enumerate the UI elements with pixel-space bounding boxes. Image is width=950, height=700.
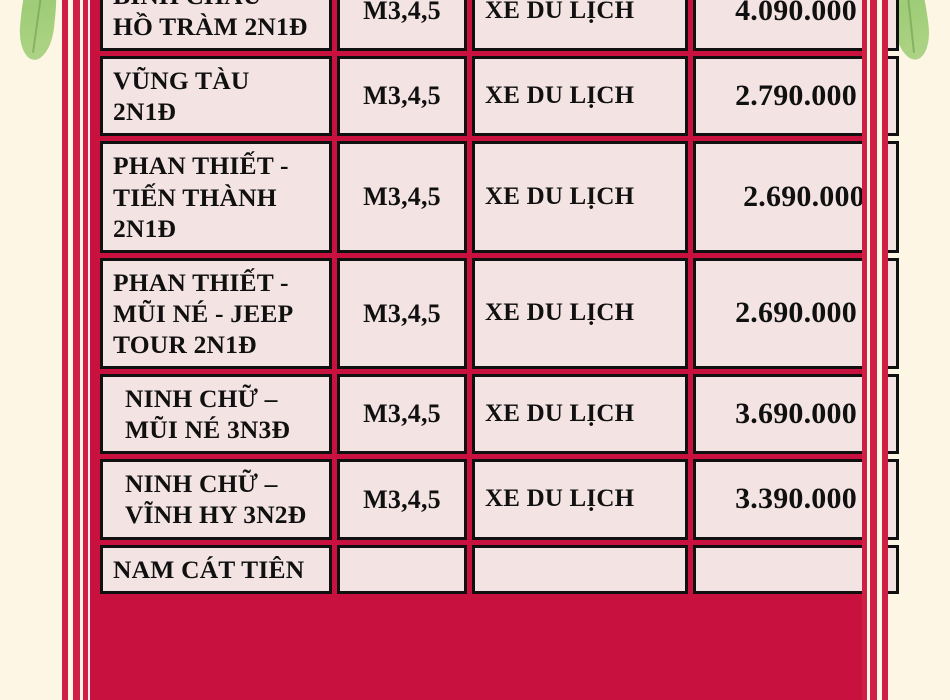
frame-stripe-right-4: [867, 0, 870, 700]
route-line: NAM CÁT TIÊN: [113, 554, 305, 584]
frame-stripe-left-4: [80, 0, 83, 700]
frame-stripe-right-2: [877, 0, 882, 700]
cell-vehicle: XE DU LỊCH: [472, 141, 688, 253]
route-line: VĨNH HY 3N2Đ: [125, 500, 307, 530]
cell-code: M3,4,5: [337, 0, 467, 52]
cell-route: NAM CÁT TIÊN: [100, 544, 332, 594]
route-line: PHAN THIẾT -: [113, 151, 289, 181]
frame-stripe-left-2: [68, 0, 73, 700]
route-line: TIẾN THÀNH: [113, 182, 277, 212]
frame-stripe-right-5: [862, 0, 867, 700]
table-row: NAM CÁT TIÊN: [100, 544, 899, 594]
table-row: PHAN THIẾT - TIẾN THÀNH 2N1Đ M3,4,5 XE DU LỊ…: [100, 141, 899, 253]
frame-stripe-left-5: [83, 0, 88, 700]
route-line: MŨI NÉ - JEEP: [113, 298, 294, 328]
cell-code: M3,4,5: [337, 56, 467, 137]
cell-vehicle: XE DU LỊCH: [472, 374, 688, 455]
route-line: NINH CHỮ –: [125, 469, 278, 499]
route-line: 2N1Đ: [113, 213, 177, 243]
table-row: PHAN THIẾT - MŨI NÉ - JEEP TOUR 2N1Đ M3,4,5…: [100, 257, 899, 370]
frame-stripe-left-3: [73, 0, 80, 700]
frame-stripe-left-1: [62, 0, 68, 700]
route-line: BÌNH CHÂU –: [113, 0, 319, 11]
cell-route: VŨNG TÀU 2N1Đ: [100, 56, 332, 137]
frame-stripe-right-1: [882, 0, 888, 700]
cell-code: M3,4,5: [337, 257, 467, 370]
cell-vehicle: XE DU LỊCH: [472, 56, 688, 137]
route-line: MŨI NÉ 3N3Đ: [125, 415, 291, 445]
route-line: NINH CHỮ –: [125, 384, 278, 414]
cell-price: 4.090.000: [693, 0, 899, 52]
cell-route: PHAN THIẾT - MŨI NÉ - JEEP TOUR 2N1Đ: [100, 257, 332, 370]
cell-vehicle: XE DU LỊCH: [472, 459, 688, 540]
table-row: VŨNG TÀU 2N1Đ M3,4,5 XE DU LỊCH 2.790.000: [100, 56, 899, 137]
route-line: HỒ TRÀM 2N1Đ: [113, 12, 308, 42]
cell-route: NINH CHỮ – VĨNH HY 3N2Đ: [100, 459, 332, 540]
cell-route: PHAN THIẾT - TIẾN THÀNH 2N1Đ: [100, 141, 332, 253]
cell-code: [337, 544, 467, 594]
cell-code: M3,4,5: [337, 374, 467, 455]
cell-vehicle: XE DU LỊCH: [472, 0, 688, 52]
route-line: TOUR 2N1Đ: [113, 329, 257, 359]
frame-stripe-right-3: [870, 0, 877, 700]
cell-route: NINH CHỮ – MŨI NÉ 3N3Đ: [100, 374, 332, 455]
cell-vehicle: XE DU LỊCH: [472, 257, 688, 370]
table-row: NINH CHỮ – MŨI NÉ 3N3Đ M3,4,5 XE DU LỊCH 3.6…: [100, 374, 899, 455]
route-line: 2N1Đ: [113, 97, 177, 127]
frame-stripe-left-6: [88, 0, 90, 700]
cell-code: M3,4,5: [337, 141, 467, 253]
cell-vehicle: [472, 544, 688, 594]
route-line: PHAN THIẾT -: [113, 267, 289, 297]
cell-route: BÌNH CHÂU –HỒ TRÀM 2N1Đ: [100, 0, 332, 52]
cell-code: M3,4,5: [337, 459, 467, 540]
route-line: VŨNG TÀU: [113, 66, 250, 96]
table-row: NINH CHỮ – VĨNH HY 3N2Đ M3,4,5 XE DU LỊCH 3.…: [100, 459, 899, 540]
